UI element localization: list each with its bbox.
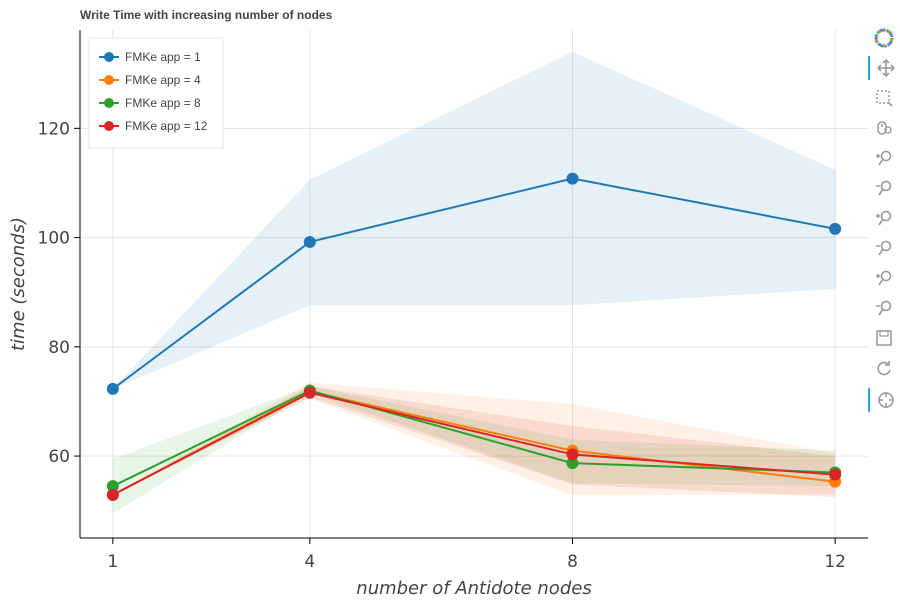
line-chart: 1 4 8 12 60 80 100 120 FMKe app = 1 FMKe app = 4… [8, 30, 868, 599]
zoom-out-icon[interactable] [868, 236, 900, 260]
zoom-in-icon[interactable] [868, 206, 900, 230]
y-tick-label: 100 [38, 229, 70, 249]
data-point [566, 448, 579, 461]
crosshair-icon[interactable] [868, 388, 900, 412]
confidence-bands [112, 51, 836, 514]
axes: 1 4 8 12 60 80 100 120 [38, 30, 868, 572]
toolbar [868, 24, 900, 424]
y-axis-label: time (seconds) [8, 217, 29, 351]
data-point [829, 468, 842, 481]
legend-entry: FMKe app = 8 [125, 96, 201, 110]
x-axis-label: number of Antidote nodes [356, 578, 591, 599]
box-zoom-icon[interactable] [868, 86, 900, 110]
y-tick-label: 60 [48, 447, 70, 467]
confidence-band-2 [112, 382, 836, 496]
legend-entry: FMKe app = 12 [125, 119, 208, 133]
legend-marker [104, 121, 114, 131]
legend-entry: FMKe app = 4 [125, 73, 201, 87]
confidence-band-4 [112, 386, 836, 498]
legend-marker [104, 52, 114, 62]
legend-entry: FMKe app = 1 [125, 50, 201, 64]
confidence-band-3 [112, 386, 836, 514]
zoom-in-icon[interactable] [868, 146, 900, 170]
data-point [303, 235, 316, 248]
zoom-in-icon[interactable] [868, 266, 900, 290]
data-point [106, 488, 119, 501]
data-point [303, 386, 316, 399]
bokeh-logo-icon[interactable] [868, 26, 900, 50]
series-points [106, 172, 842, 501]
y-tick-label: 80 [48, 338, 70, 358]
wheel-zoom-icon[interactable] [868, 116, 900, 140]
data-point [829, 222, 842, 235]
confidence-band-1 [112, 51, 836, 389]
data-point [566, 172, 579, 185]
zoom-out-icon[interactable] [868, 296, 900, 320]
legend-marker [104, 75, 114, 85]
x-tick-label: 4 [304, 552, 315, 572]
save-icon[interactable] [868, 326, 900, 350]
x-tick-label: 12 [824, 552, 846, 572]
chart-title: Write Time with increasing number of nod… [80, 8, 333, 22]
series-line-1 [112, 177, 836, 390]
x-tick-label: 1 [107, 552, 118, 572]
x-tick-label: 8 [567, 552, 578, 572]
series-lines [112, 177, 836, 496]
reset-icon[interactable] [868, 356, 900, 380]
series-line-4 [112, 391, 836, 496]
y-tick-label: 120 [38, 119, 70, 139]
legend-marker [104, 98, 114, 108]
series-line-3 [112, 389, 836, 488]
data-point [106, 382, 119, 395]
zoom-out-icon[interactable] [868, 176, 900, 200]
legend[interactable]: FMKe app = 1 FMKe app = 4 FMKe app = 8 FMKe… [88, 37, 224, 149]
pan-icon[interactable] [868, 56, 900, 80]
